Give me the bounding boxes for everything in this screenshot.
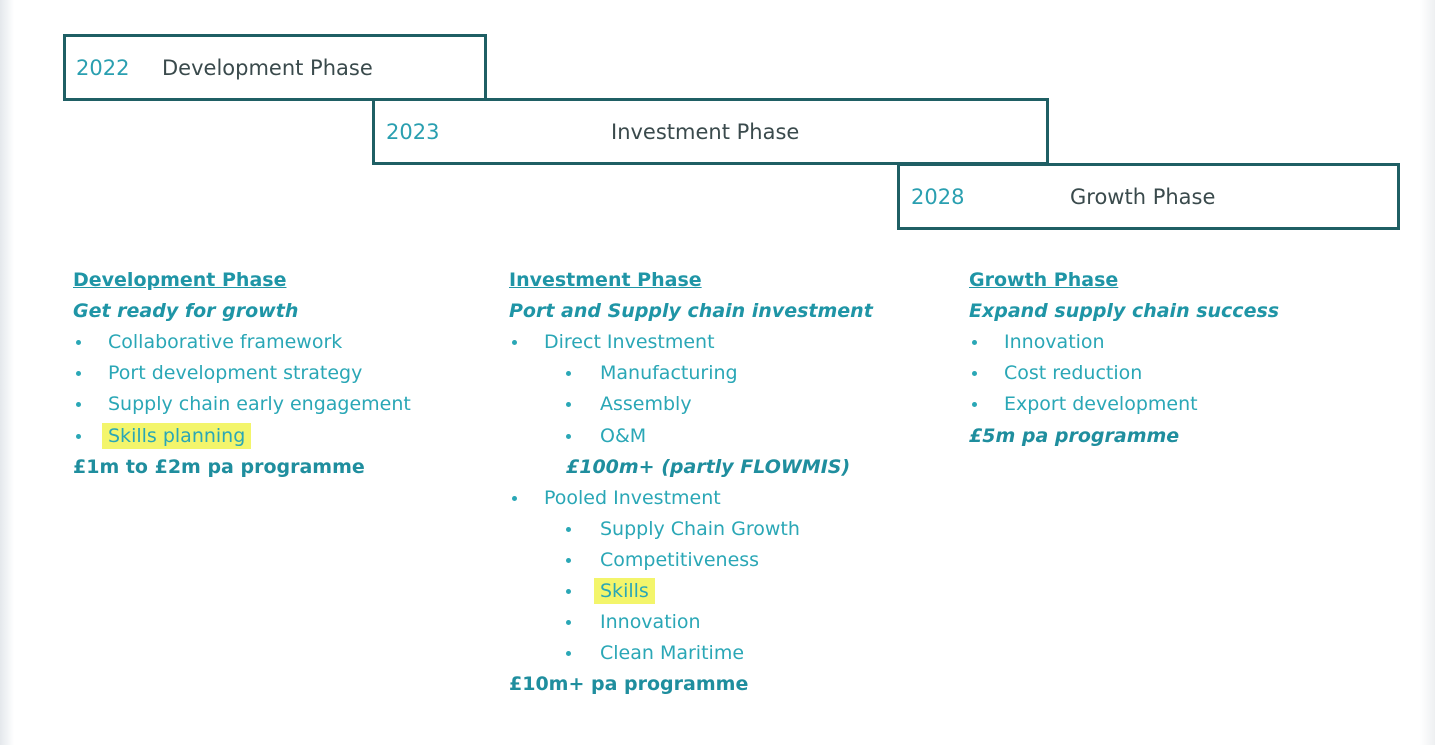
bullet-item: Collaborative framework [108,329,342,355]
bullet [512,340,517,346]
bullet [566,402,571,408]
bullet-item: Manufacturing [600,360,738,386]
item-text: Cost reduction [1004,362,1143,385]
phase-name: Development Phase [162,55,373,80]
phase-year: 2028 [911,184,965,209]
item-text: Supply chain early engagement [108,393,411,416]
item-text: Assembly [600,393,692,416]
bullet [566,620,571,626]
item-text: Collaborative framework [108,331,343,354]
bullet [512,495,517,501]
column-subtitle: Port and Supply chain investment [509,300,873,323]
item-text: O&M [600,424,647,447]
item-text: Skills [594,578,655,604]
bullet [566,589,571,594]
phase-name: Investment Phase [611,119,800,144]
bullet [566,557,571,563]
bullet [76,371,81,377]
bullet-item: Supply chain early engagement [108,391,411,417]
column-heading: Investment Phase [509,269,702,291]
bullet [566,371,571,377]
funding: £10m+ pa programme [509,673,749,696]
bullet-item: Skills planning [102,422,252,449]
bullet [76,433,81,439]
item-text: Competitiveness [600,548,760,571]
phase-box: 2023 Investment Phase [372,98,1049,165]
item-text: Manufacturing [600,362,738,385]
bullet-item: Innovation [1004,329,1105,355]
bullet [76,402,81,408]
phase-year: 2023 [386,119,440,144]
bullet-item: Cost reduction [1004,360,1142,386]
item-text: Innovation [600,611,701,634]
phase-box: 2022 Development Phase [63,34,487,101]
bullet-item: Export development [1004,391,1198,417]
bullet-item: Skills [594,578,655,604]
bullet-item: Direct Investment [544,329,715,355]
bullet [566,651,571,657]
bullet-item: Supply Chain Growth [600,516,800,542]
funding: £1m to £2m pa programme [73,455,365,478]
column-heading: Growth Phase [969,269,1119,291]
bullet-item: Innovation [600,609,701,635]
item-text: Direct Investment [544,331,715,354]
item-text: Clean Maritime [600,642,745,665]
bullet [972,340,977,346]
bullet-item: Pooled Investment [544,485,721,511]
funding: £5m pa programme [969,424,1180,447]
phase-name: Growth Phase [1070,184,1216,209]
phase-year: 2022 [76,55,130,80]
bullet-item: Competitiveness [600,547,759,573]
item-text: Innovation [1004,331,1105,354]
item-text: Skills planning [102,422,252,449]
bullet [76,340,81,346]
bullet [566,433,571,439]
bullet [972,371,977,377]
bullet-item: Clean Maritime [600,640,744,666]
bullet-item: Port development strategy [108,360,362,386]
bullet [566,526,571,532]
column-subtitle: Get ready for growth [73,300,299,323]
phase-box: 2028 Growth Phase [897,163,1400,230]
item-text: Port development strategy [108,362,363,385]
bullet-item: O&M [600,423,646,449]
bullet-item: Assembly [600,391,692,417]
column-subtitle: Expand supply chain success [969,300,1280,323]
bullet [972,402,977,408]
funding: £100m+ (partly FLOWMIS) [566,455,851,478]
item-text: Pooled Investment [544,486,721,509]
item-text: Supply Chain Growth [600,517,800,540]
item-text: Export development [1004,393,1198,416]
column-heading: Development Phase [73,269,287,291]
